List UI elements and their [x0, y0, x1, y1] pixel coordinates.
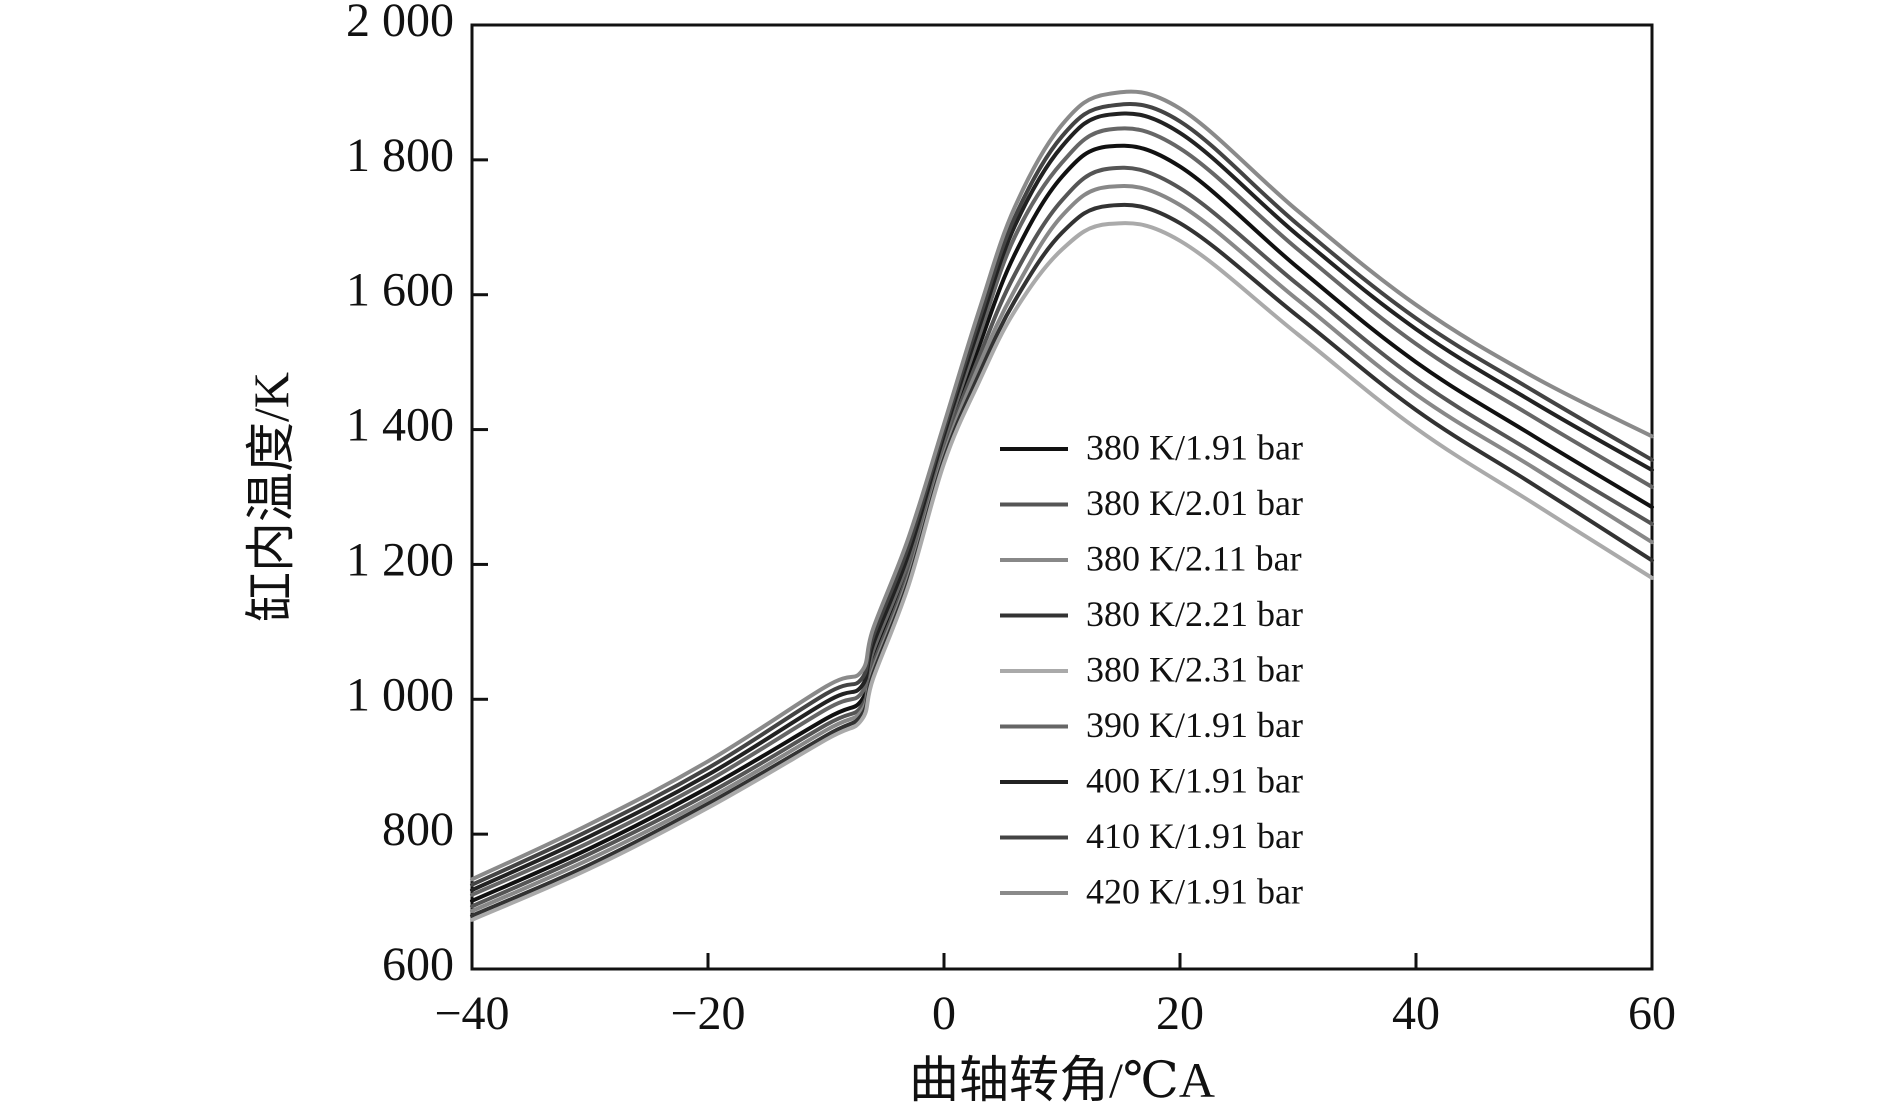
legend-label-3: 380 K/2.11 bar — [1086, 538, 1302, 578]
y-tick-label: 800 — [382, 803, 454, 856]
legend-label-9: 420 K/1.91 bar — [1086, 871, 1303, 911]
y-tick-label: 1 600 — [346, 264, 454, 317]
series-line-9 — [470, 89, 1654, 882]
legend-label-8: 410 K/1.91 bar — [1086, 816, 1303, 856]
series-line-8 — [470, 101, 1654, 887]
legend: 380 K/1.91 bar 380 K/2.01 bar 380 K/2.11 b… — [1000, 427, 1303, 911]
y-tick-label: 1 200 — [346, 533, 454, 586]
series-line-6 — [470, 126, 1654, 897]
x-tick-label: −20 — [670, 987, 745, 1040]
series-line-7 — [470, 111, 1654, 893]
legend-label-7: 400 K/1.91 bar — [1086, 760, 1303, 800]
legend-label-5: 380 K/2.31 bar — [1086, 649, 1303, 689]
legend-label-6: 390 K/1.91 bar — [1086, 705, 1303, 745]
plot-frame — [470, 23, 1654, 971]
y-tick-label: 600 — [382, 938, 454, 991]
legend-label-4: 380 K/2.21 bar — [1086, 594, 1303, 634]
series-line-3 — [470, 183, 1654, 913]
y-tick-label: 2 000 — [346, 0, 454, 47]
series-line-5 — [470, 221, 1654, 922]
y-tick-label: 1 000 — [346, 668, 454, 721]
y-tick-label: 1 800 — [346, 129, 454, 182]
x-tick-label: −40 — [434, 987, 509, 1040]
x-tick-label: 20 — [1156, 987, 1204, 1040]
series-line-2 — [470, 165, 1654, 909]
x-tick-label: 60 — [1628, 987, 1676, 1040]
y-tick-label: 1 400 — [346, 399, 454, 452]
x-tick-label: 0 — [932, 987, 956, 1040]
x-axis-label: 曲轴转角/℃A — [909, 1052, 1215, 1108]
x-tick-label: 40 — [1392, 987, 1440, 1040]
series-line-4 — [470, 202, 1654, 918]
y-axis-label: 缸内温度/K — [243, 372, 299, 622]
series-line-1 — [470, 143, 1654, 903]
legend-label-2: 380 K/2.01 bar — [1086, 483, 1303, 523]
series-layer — [470, 89, 1654, 922]
legend-label-1: 380 K/1.91 bar — [1086, 427, 1303, 467]
